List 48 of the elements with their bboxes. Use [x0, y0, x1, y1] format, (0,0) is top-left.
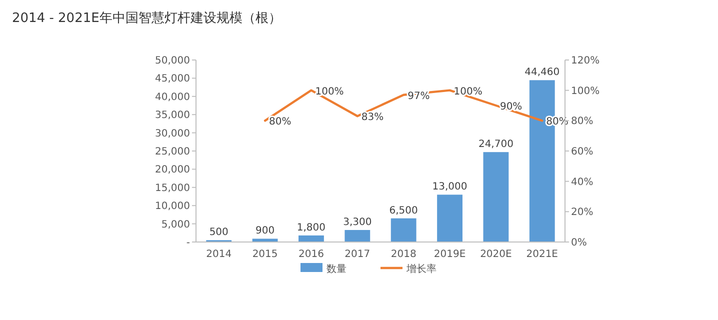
y-tick-label: 10,000 [155, 201, 190, 212]
data-label: 500 [209, 227, 228, 238]
bar [298, 235, 324, 242]
x-tick-label: 2016 [298, 249, 324, 260]
x-tick-label: 2018 [390, 249, 416, 260]
bar [437, 194, 462, 242]
x-tick-label: 2017 [344, 249, 370, 260]
bar [390, 218, 416, 242]
x-tick-label: 2015 [252, 249, 278, 260]
y-tick-label: 35,000 [155, 110, 190, 122]
y2-tick-label: 60% [571, 146, 594, 158]
data-label: 90% [500, 102, 522, 112]
data-label: 100% [454, 86, 482, 98]
data-label: 6,500 [389, 205, 418, 216]
data-label: 80% [269, 116, 292, 128]
data-label: 1,800 [296, 222, 326, 234]
y-tick-label: 20,000 [155, 164, 190, 176]
data-label: 44,460 [524, 67, 560, 78]
y-tick-label: 40,000 [155, 92, 190, 103]
x-tick-label: 2019E [434, 249, 466, 260]
y-tick-label: - [186, 238, 190, 248]
y2-tick-label: 40% [571, 176, 594, 188]
y-tick-label: 5,000 [161, 219, 190, 230]
data-label: 83% [361, 112, 384, 124]
legend-label: 增长率 [406, 263, 436, 275]
bar [344, 230, 370, 242]
legend-label: 数量 [326, 264, 346, 275]
y-tick-label: 15,000 [155, 182, 190, 194]
y2-tick-label: 80% [571, 116, 594, 128]
y2-tick-label: 20% [571, 207, 594, 218]
y2-tick-label: 0% [571, 238, 587, 248]
data-label: 24,700 [478, 139, 514, 150]
data-label: 900 [255, 226, 275, 237]
data-label: 3,300 [343, 216, 372, 228]
data-label: 100% [315, 86, 344, 98]
x-tick-label: 2021E [526, 249, 558, 260]
data-label: 13,000 [432, 182, 468, 193]
x-tick-label: 2020E [480, 249, 512, 260]
y2-tick-label: 120% [571, 56, 600, 66]
bar [483, 152, 509, 242]
x-tick-label: 2014 [206, 249, 232, 260]
bar [252, 238, 278, 242]
y-tick-label: 25,000 [155, 146, 190, 158]
chart-title: 2014 - 2021E年中国智慧灯杆建设规模（根） [12, 11, 282, 26]
y-tick-label: 45,000 [155, 74, 190, 85]
y2-tick-label: 100% [571, 86, 600, 97]
y-tick-label: 50,000 [155, 56, 190, 66]
y-tick-label: 30,000 [155, 128, 190, 140]
